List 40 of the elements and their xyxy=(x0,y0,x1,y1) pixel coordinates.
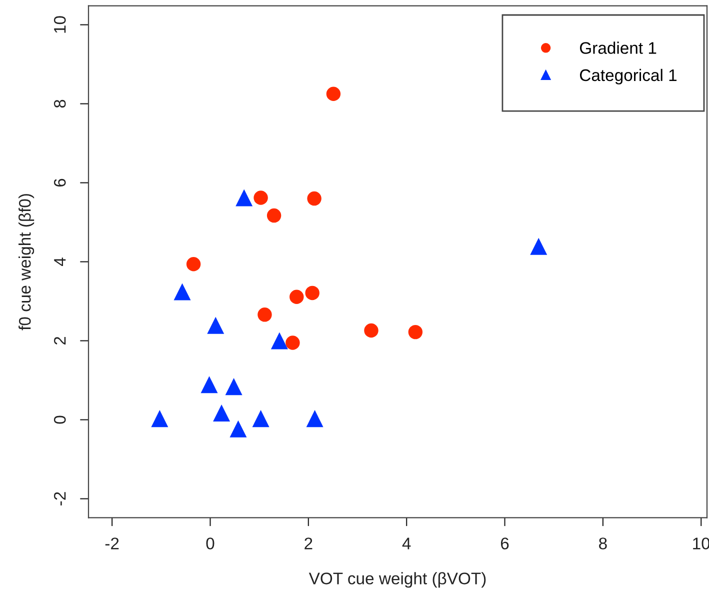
point xyxy=(225,378,242,396)
point xyxy=(236,189,253,206)
y-tick-label: 6 xyxy=(54,178,66,187)
point xyxy=(186,257,201,272)
point xyxy=(230,420,247,438)
point xyxy=(252,410,270,428)
x-tick-label: -2 xyxy=(105,538,119,550)
point xyxy=(290,290,304,304)
y-tick-label: 2 xyxy=(54,336,66,345)
y-tick-label: 4 xyxy=(54,258,66,266)
y-tick-label: 0 xyxy=(54,416,66,424)
point xyxy=(530,238,548,255)
y-tick-label: 8 xyxy=(54,100,66,108)
point xyxy=(286,336,300,350)
x-tick-label: 2 xyxy=(304,538,312,550)
point xyxy=(254,190,268,205)
x-tick-label: 6 xyxy=(500,538,509,550)
x-tick-label: 0 xyxy=(206,538,214,550)
point xyxy=(326,86,341,101)
legend-label: Categorical 1 xyxy=(580,68,677,84)
point xyxy=(174,283,191,300)
point xyxy=(364,323,378,338)
legend-label: Gradient 1 xyxy=(580,42,656,54)
x-axis-title: VOT cue weight (βVOT) xyxy=(308,572,486,588)
point xyxy=(306,410,324,428)
point xyxy=(305,286,320,300)
y-axis-title: f0 cue weight (βf0) xyxy=(18,194,34,330)
point xyxy=(408,324,423,340)
point xyxy=(151,410,168,428)
point xyxy=(307,191,322,206)
point xyxy=(258,308,272,322)
y-tick-label: -2 xyxy=(54,492,66,506)
x-tick-label: 4 xyxy=(402,538,411,550)
point xyxy=(213,404,230,422)
point xyxy=(207,316,224,334)
point xyxy=(270,332,288,350)
y-tick-label: 10 xyxy=(54,16,66,33)
point xyxy=(200,376,218,394)
x-tick-label: 8 xyxy=(599,538,607,550)
point xyxy=(266,208,282,223)
